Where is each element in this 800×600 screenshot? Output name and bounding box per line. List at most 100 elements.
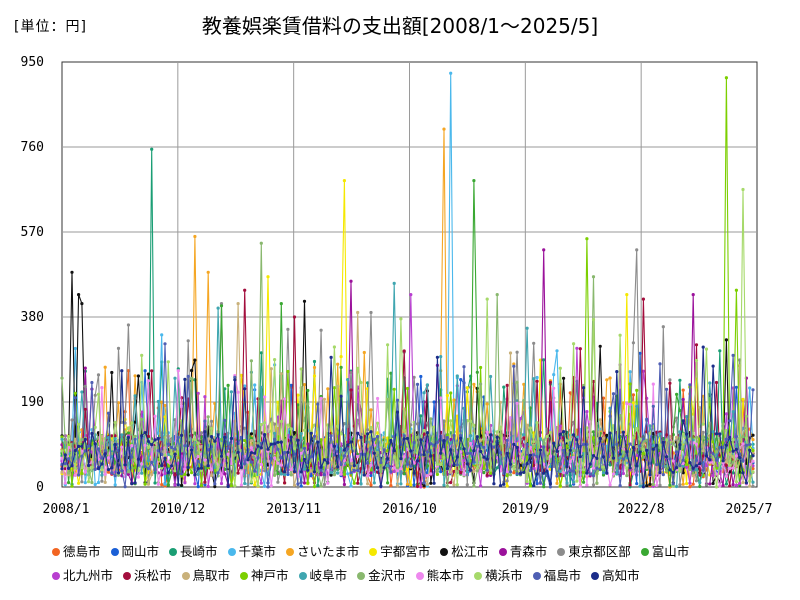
data-point	[575, 346, 579, 350]
data-point	[449, 71, 453, 75]
data-point	[425, 431, 429, 435]
data-point	[273, 473, 277, 477]
data-point	[372, 437, 376, 441]
data-point	[236, 390, 240, 394]
data-point	[166, 442, 170, 446]
data-point	[316, 469, 320, 473]
data-point	[163, 342, 167, 346]
data-point	[671, 459, 675, 463]
series-高知市	[60, 345, 755, 489]
chart-title: 教養娯楽賃借料の支出額[2008/1～2025/5]	[201, 14, 599, 38]
data-point	[96, 392, 101, 396]
data-point	[120, 469, 124, 473]
data-point	[409, 449, 413, 453]
data-point	[435, 469, 439, 474]
data-point	[346, 472, 350, 476]
data-point	[542, 248, 546, 252]
data-point	[721, 459, 725, 463]
data-point	[591, 318, 596, 322]
data-point	[199, 468, 204, 472]
data-point	[412, 483, 416, 487]
data-point	[532, 453, 536, 457]
data-point	[515, 472, 519, 476]
data-point	[67, 471, 71, 475]
data-point	[100, 386, 104, 390]
data-point	[395, 469, 400, 473]
data-point	[419, 485, 423, 489]
data-point	[465, 451, 469, 456]
data-point	[376, 396, 380, 401]
data-point	[392, 449, 396, 453]
data-point	[449, 419, 453, 423]
data-point	[269, 367, 273, 371]
data-point	[309, 469, 313, 473]
data-point	[133, 437, 137, 441]
legend-item: 神戸市	[240, 564, 289, 588]
data-point	[718, 432, 722, 436]
data-point	[445, 393, 449, 398]
data-point	[439, 470, 443, 474]
data-point	[678, 378, 682, 382]
data-point	[591, 275, 596, 279]
data-point	[339, 355, 343, 359]
data-point	[675, 435, 679, 439]
data-point	[542, 485, 546, 489]
y-tick-label: 0	[36, 480, 44, 495]
data-point	[442, 455, 446, 459]
data-point	[562, 376, 566, 380]
data-point	[635, 482, 639, 486]
data-point	[731, 466, 735, 470]
data-point	[681, 397, 685, 402]
data-point	[359, 435, 363, 439]
data-point	[469, 419, 473, 423]
data-point	[312, 485, 317, 489]
data-point	[342, 422, 346, 426]
data-point	[635, 445, 639, 449]
data-point	[429, 454, 433, 458]
data-point	[528, 453, 533, 457]
data-point	[312, 434, 317, 438]
data-point	[718, 484, 722, 488]
data-point	[701, 454, 705, 458]
data-point	[196, 459, 200, 463]
data-point	[439, 396, 443, 400]
data-point	[153, 481, 157, 485]
data-point	[206, 270, 210, 274]
data-point	[203, 395, 207, 399]
data-point	[518, 417, 523, 421]
data-point	[336, 471, 340, 475]
legend-marker-icon	[415, 572, 424, 580]
data-point	[495, 430, 499, 434]
legend-marker-icon	[181, 572, 190, 580]
data-point	[180, 404, 184, 408]
data-point	[508, 351, 513, 355]
legend-marker-icon	[52, 548, 60, 556]
data-point	[60, 456, 64, 460]
data-point	[741, 480, 745, 485]
data-point	[405, 482, 410, 486]
data-point	[621, 471, 626, 476]
data-point	[209, 468, 214, 472]
data-point	[565, 439, 569, 443]
data-point	[661, 325, 665, 329]
data-point	[276, 480, 280, 484]
legend-item: 長崎市	[169, 540, 218, 564]
data-point	[259, 446, 263, 450]
data-point	[475, 435, 479, 439]
data-point	[701, 449, 705, 453]
data-point	[183, 472, 187, 476]
data-point	[236, 471, 240, 475]
data-point	[352, 464, 356, 468]
data-point	[479, 438, 483, 442]
data-point	[312, 359, 317, 364]
data-point	[449, 437, 453, 441]
data-point	[618, 333, 622, 337]
data-point	[176, 461, 180, 465]
data-point	[302, 467, 307, 471]
data-point	[625, 474, 629, 478]
data-point	[309, 455, 313, 459]
data-point	[731, 410, 735, 414]
data-point	[283, 481, 287, 485]
data-point	[342, 482, 346, 487]
data-point	[206, 464, 210, 468]
